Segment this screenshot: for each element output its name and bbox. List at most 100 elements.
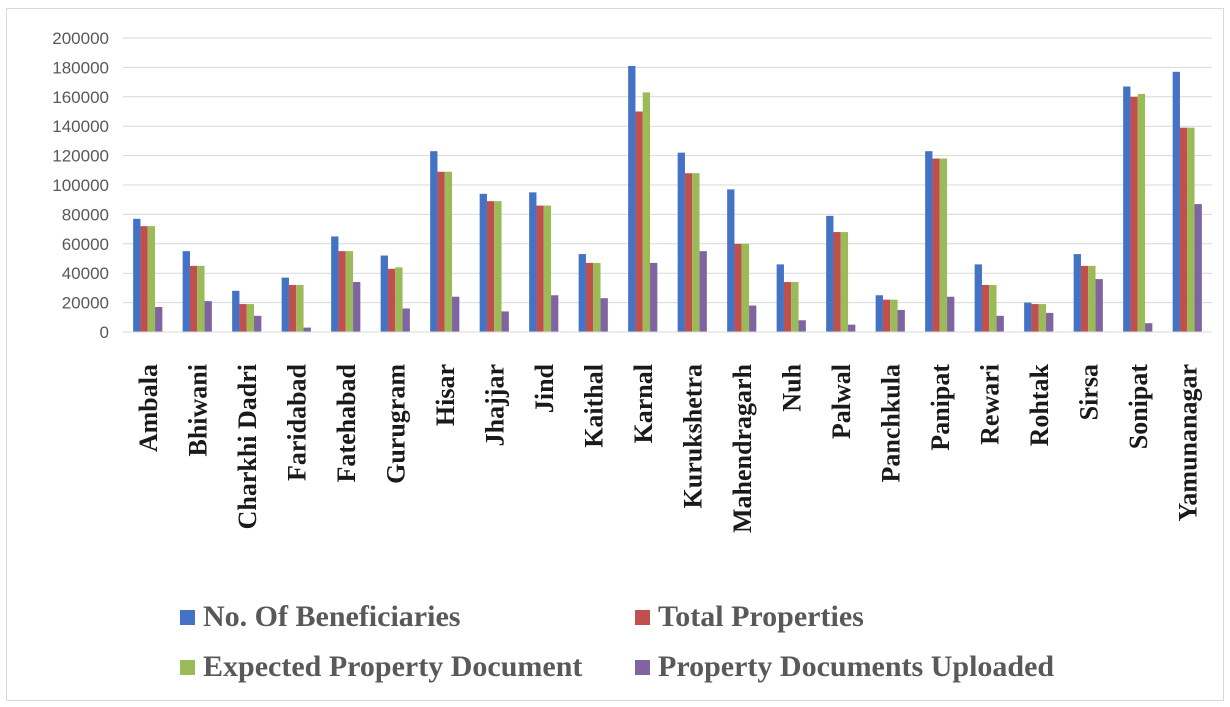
- x-tick-label: Yamunanagar: [1173, 364, 1202, 521]
- x-tick-label: Sirsa: [1074, 364, 1103, 420]
- bar-kurukshetra-series-2: [692, 173, 700, 332]
- bar-nuh-series-1: [783, 282, 792, 332]
- y-axis-ticks: 0 20000 40000 60000 80000 100000 120000 140000 1…: [52, 29, 109, 342]
- bar-palwal-series-1: [833, 232, 841, 332]
- bar-rewari-series-3: [996, 315, 1004, 332]
- bar-hisar-series-1: [437, 171, 445, 332]
- legend-item-documents-uploaded: Property Documents Uploaded: [635, 650, 1054, 684]
- bar-palwal-series-0: [826, 215, 834, 332]
- bar-hisar-series-3: [452, 296, 460, 332]
- bar-ambala-series-2: [147, 226, 156, 332]
- bar-sirsa-series-1: [1080, 265, 1089, 332]
- bar-yamunanagar-series-1: [1179, 127, 1188, 332]
- bar-fatehabad-series-3: [353, 282, 361, 332]
- bar-nuh-series-2: [791, 282, 799, 332]
- x-tick-label: Hisar: [431, 364, 460, 426]
- chart-frame: [6, 8, 1224, 701]
- bar-bhiwani-series-3: [204, 301, 212, 332]
- bar-bhiwani-series-0: [182, 251, 190, 332]
- bar-mahendragarh-series-2: [741, 243, 750, 332]
- y-tick-label: 0: [100, 323, 109, 342]
- y-tick-label: 60000: [62, 235, 109, 254]
- x-tick-label: Charkhi Dadri: [233, 364, 262, 529]
- x-tick-label: Karnal: [629, 364, 658, 443]
- bar-gurugram-series-0: [380, 255, 388, 332]
- bar-rewari-series-0: [974, 264, 982, 332]
- legend-swatch-green: [180, 659, 195, 675]
- x-tick-label: Panchkula: [876, 364, 905, 483]
- x-tick-label: Rewari: [975, 364, 1004, 445]
- bar-rewari-series-1: [981, 284, 990, 332]
- bar-sonipat-series-2: [1137, 93, 1146, 332]
- bar-faridabad-series-0: [281, 277, 289, 332]
- legend-label: Property Documents Uploaded: [658, 650, 1055, 683]
- legend: No. Of Beneficiaries Total Properties Ex…: [180, 600, 1160, 700]
- bar-ambala-series-3: [155, 307, 163, 332]
- bar-jind-series-3: [551, 295, 559, 332]
- x-tick-label: Bhiwani: [183, 364, 212, 457]
- legend-swatch-purple: [635, 659, 650, 675]
- bar-karnal-series-1: [635, 111, 643, 332]
- bar-gurugram-series-1: [387, 268, 396, 332]
- bar-faridabad-series-2: [296, 284, 304, 332]
- bar-sonipat-series-3: [1145, 323, 1153, 332]
- x-tick-label: Kurukshetra: [678, 364, 707, 508]
- y-tick-label: 180000: [52, 58, 109, 77]
- bar-sonipat-series-0: [1123, 86, 1131, 332]
- y-tick-label: 160000: [52, 88, 109, 107]
- bar-panipat-series-3: [947, 296, 955, 332]
- bar-rohtak-series-0: [1024, 302, 1032, 332]
- x-tick-label: Jind: [530, 363, 559, 413]
- bar-charkhi-dadri-series-3: [254, 315, 262, 332]
- bar-panchkula-series-0: [875, 295, 883, 332]
- bar-mahendragarh-series-3: [749, 305, 757, 332]
- bar-yamunanagar-series-2: [1187, 127, 1195, 332]
- bar-kaithal-series-0: [578, 254, 586, 332]
- x-axis-labels: Ambala Bhiwani Charkhi Dadri Faridabad Fateh…: [134, 363, 1203, 533]
- bar-rewari-series-2: [989, 284, 997, 332]
- bar-nuh-series-3: [798, 320, 806, 332]
- bar-faridabad-series-1: [288, 284, 297, 332]
- bar-mahendragarh-series-0: [727, 189, 735, 332]
- bar-sirsa-series-2: [1088, 265, 1096, 332]
- bar-karnal-series-0: [628, 65, 636, 333]
- bar-faridabad-series-3: [303, 327, 311, 332]
- bar-palwal-series-2: [840, 232, 849, 332]
- x-tick-label: Rohtak: [1025, 363, 1054, 446]
- y-tick-label: 40000: [62, 264, 109, 283]
- bar-charkhi-dadri-series-0: [232, 290, 240, 332]
- legend-item-total-properties: Total Properties: [635, 600, 864, 634]
- bar-nuh-series-0: [776, 264, 784, 332]
- bar-panchkula-series-1: [882, 299, 891, 332]
- y-tick-label: 100000: [52, 176, 109, 195]
- bar-ambala-series-0: [133, 218, 141, 332]
- bars: [133, 65, 1202, 333]
- bar-panchkula-series-2: [890, 299, 898, 332]
- bar-panipat-series-2: [939, 158, 948, 332]
- legend-swatch-red: [635, 609, 650, 625]
- x-tick-label: Gurugram: [381, 364, 410, 484]
- bar-sirsa-series-0: [1073, 254, 1081, 332]
- bar-fatehabad-series-2: [345, 251, 354, 332]
- bar-hisar-series-2: [444, 171, 453, 332]
- legend-swatch-blue: [180, 609, 195, 625]
- x-tick-label: Panipat: [926, 364, 955, 451]
- legend-label: Total Properties: [658, 600, 864, 633]
- bar-yamunanagar-series-0: [1172, 71, 1180, 332]
- bar-kaithal-series-2: [593, 262, 601, 332]
- bar-mahendragarh-series-1: [734, 243, 742, 332]
- x-tick-label: Fatehabad: [332, 363, 361, 482]
- x-tick-label: Faridabad: [282, 363, 311, 481]
- x-tick-label: Sonipat: [1124, 364, 1153, 450]
- legend-label: No. Of Beneficiaries: [203, 600, 461, 633]
- bar-sonipat-series-1: [1130, 96, 1138, 332]
- bar-ambala-series-1: [140, 226, 148, 332]
- bar-kurukshetra-series-1: [684, 173, 693, 332]
- bar-charkhi-dadri-series-2: [246, 304, 255, 332]
- bar-jhajjar-series-0: [479, 193, 487, 332]
- bar-rohtak-series-3: [1046, 312, 1054, 332]
- bar-panipat-series-1: [932, 158, 940, 332]
- bar-palwal-series-3: [848, 324, 856, 332]
- bar-kurukshetra-series-0: [677, 152, 685, 332]
- bar-karnal-series-3: [650, 262, 658, 332]
